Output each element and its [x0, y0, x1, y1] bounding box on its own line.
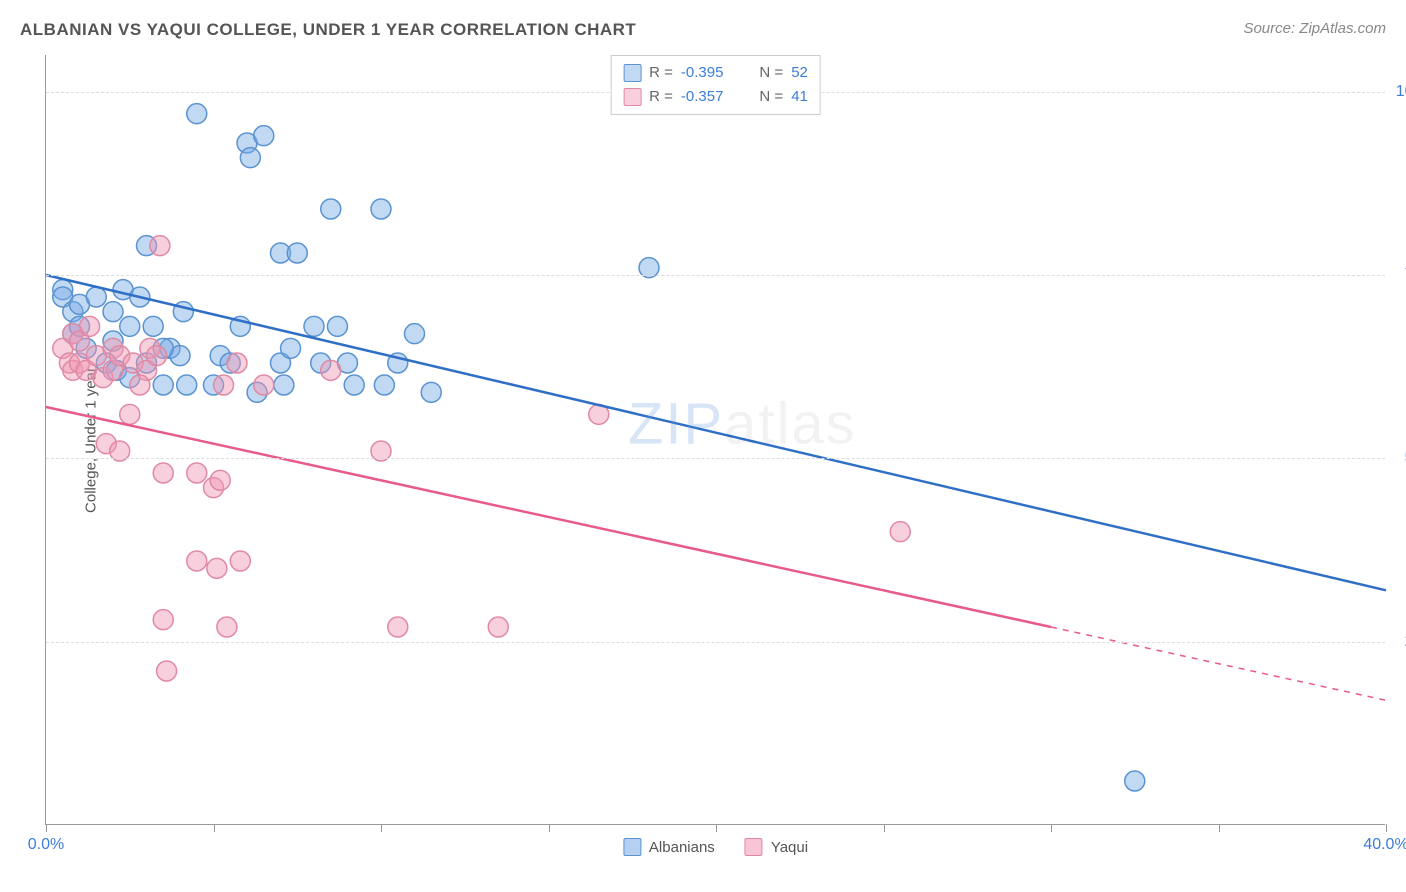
scatter-point	[421, 382, 441, 402]
scatter-point	[153, 610, 173, 630]
scatter-point	[321, 199, 341, 219]
gridline-h	[46, 642, 1385, 643]
x-tick	[46, 824, 47, 832]
x-tick	[1386, 824, 1387, 832]
scatter-point	[130, 375, 150, 395]
scatter-point	[120, 316, 140, 336]
scatter-point	[187, 551, 207, 571]
legend-swatch	[623, 64, 641, 82]
chart-title: ALBANIAN VS YAQUI COLLEGE, UNDER 1 YEAR …	[20, 20, 636, 40]
y-tick-label: 100.0%	[1396, 83, 1406, 101]
scatter-point	[488, 617, 508, 637]
scatter-point	[227, 353, 247, 373]
legend-label: Albanians	[649, 839, 715, 856]
r-value: -0.357	[681, 85, 724, 109]
r-label: R =	[649, 85, 673, 109]
scatter-point	[344, 375, 364, 395]
gridline-h	[46, 275, 1385, 276]
r-label: R =	[649, 61, 673, 85]
scatter-point	[214, 375, 234, 395]
scatter-point	[217, 617, 237, 637]
scatter-point	[210, 470, 230, 490]
scatter-point	[388, 617, 408, 637]
scatter-point	[207, 558, 227, 578]
scatter-point	[86, 287, 106, 307]
scatter-point	[374, 375, 394, 395]
n-value: 52	[791, 61, 808, 85]
x-tick-label: 0.0%	[28, 836, 64, 854]
scatter-point	[371, 199, 391, 219]
x-tick	[1051, 824, 1052, 832]
scatter-point	[187, 463, 207, 483]
scatter-point	[230, 551, 250, 571]
scatter-point	[327, 316, 347, 336]
scatter-point	[157, 661, 177, 681]
x-tick	[1219, 824, 1220, 832]
scatter-point	[321, 360, 341, 380]
scatter-point	[147, 346, 167, 366]
series-legend: Albanians Yaqui	[623, 838, 808, 856]
legend-swatch	[745, 838, 763, 856]
legend-swatch	[623, 838, 641, 856]
r-value: -0.395	[681, 61, 724, 85]
scatter-point	[120, 404, 140, 424]
scatter-point	[153, 375, 173, 395]
scatter-point	[103, 302, 123, 322]
scatter-plot-svg	[46, 55, 1385, 824]
legend-label: Yaqui	[771, 839, 808, 856]
n-label: N =	[759, 61, 783, 85]
scatter-point	[150, 236, 170, 256]
scatter-point	[143, 316, 163, 336]
source-attribution: Source: ZipAtlas.com	[1243, 20, 1386, 37]
x-tick	[884, 824, 885, 832]
regression-line-dashed	[1051, 627, 1386, 700]
stats-legend-row: R = -0.395 N = 52	[623, 61, 808, 85]
scatter-point	[80, 316, 100, 336]
scatter-point	[177, 375, 197, 395]
chart-plot-area: College, Under 1 year ZIPatlas R = -0.39…	[45, 55, 1385, 825]
stats-legend: R = -0.395 N = 52 R = -0.357 N = 41	[610, 55, 821, 115]
series-legend-item: Albanians	[623, 838, 715, 856]
scatter-point	[405, 324, 425, 344]
x-tick	[214, 824, 215, 832]
x-tick	[716, 824, 717, 832]
scatter-point	[1125, 771, 1145, 791]
x-tick	[549, 824, 550, 832]
scatter-point	[287, 243, 307, 263]
scatter-point	[274, 375, 294, 395]
scatter-point	[304, 316, 324, 336]
regression-line	[46, 275, 1386, 590]
scatter-point	[240, 148, 260, 168]
x-tick	[381, 824, 382, 832]
scatter-point	[254, 126, 274, 146]
n-value: 41	[791, 85, 808, 109]
stats-legend-row: R = -0.357 N = 41	[623, 85, 808, 109]
gridline-h	[46, 458, 1385, 459]
legend-swatch	[623, 88, 641, 106]
scatter-point	[281, 338, 301, 358]
scatter-point	[254, 375, 274, 395]
series-legend-item: Yaqui	[745, 838, 808, 856]
scatter-point	[153, 463, 173, 483]
x-tick-label: 40.0%	[1363, 836, 1406, 854]
scatter-point	[187, 104, 207, 124]
regression-line	[46, 407, 1051, 627]
n-label: N =	[759, 85, 783, 109]
scatter-point	[890, 522, 910, 542]
